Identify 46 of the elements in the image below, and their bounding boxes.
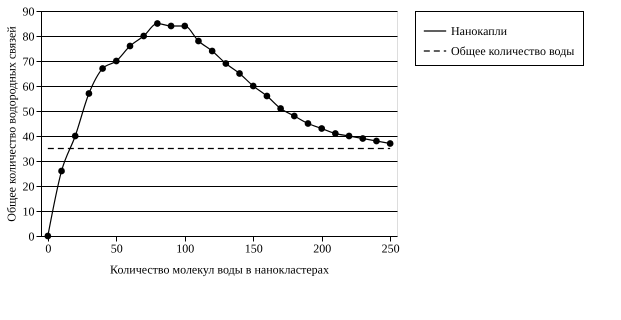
- point: [126, 42, 134, 50]
- point: [86, 90, 92, 97]
- point: [277, 105, 284, 112]
- y-tick-label: 80: [22, 30, 34, 44]
- legend-label: Нанокапли: [451, 24, 508, 38]
- x-tick-label: 50: [110, 242, 123, 256]
- point: [236, 70, 243, 77]
- point: [140, 32, 148, 40]
- x-tick-label: 0: [45, 242, 52, 256]
- legend-label: Общее количество воды: [451, 44, 574, 58]
- point: [386, 140, 394, 147]
- point: [168, 22, 174, 30]
- point: [58, 168, 65, 174]
- point: [222, 60, 230, 67]
- y-tick-label: 50: [22, 104, 34, 118]
- y-axis-title: Общее количество водородных связей: [4, 26, 18, 222]
- point: [264, 92, 270, 100]
- y-tick-label: 10: [22, 204, 34, 218]
- point: [304, 120, 312, 127]
- x-tick-label: 250: [382, 242, 400, 256]
- point: [318, 125, 326, 132]
- point: [290, 112, 298, 120]
- x-tick-label: 100: [176, 242, 194, 256]
- y-tick-label: 40: [22, 130, 34, 144]
- point: [181, 22, 188, 30]
- point: [346, 132, 352, 140]
- point: [44, 232, 52, 240]
- y-tick-label: 70: [22, 54, 34, 68]
- y-tick-label: 0: [28, 230, 34, 244]
- point: [112, 58, 120, 64]
- point: [250, 82, 257, 90]
- y-tick-label: 60: [22, 80, 34, 94]
- point: [208, 48, 216, 54]
- point: [332, 130, 339, 137]
- x-tick-label: 200: [313, 242, 332, 256]
- y-tick-label: 30: [22, 154, 34, 168]
- point: [154, 20, 161, 27]
- point: [72, 132, 79, 140]
- y-tick-label: 20: [22, 180, 34, 194]
- point: [373, 138, 380, 144]
- x-axis-title: Количество молекул воды в нанокластерах: [110, 262, 329, 276]
- point: [195, 38, 202, 44]
- x-tick-label: 150: [244, 242, 263, 256]
- point: [99, 65, 106, 72]
- point: [359, 135, 366, 142]
- y-tick-label: 90: [22, 4, 34, 18]
